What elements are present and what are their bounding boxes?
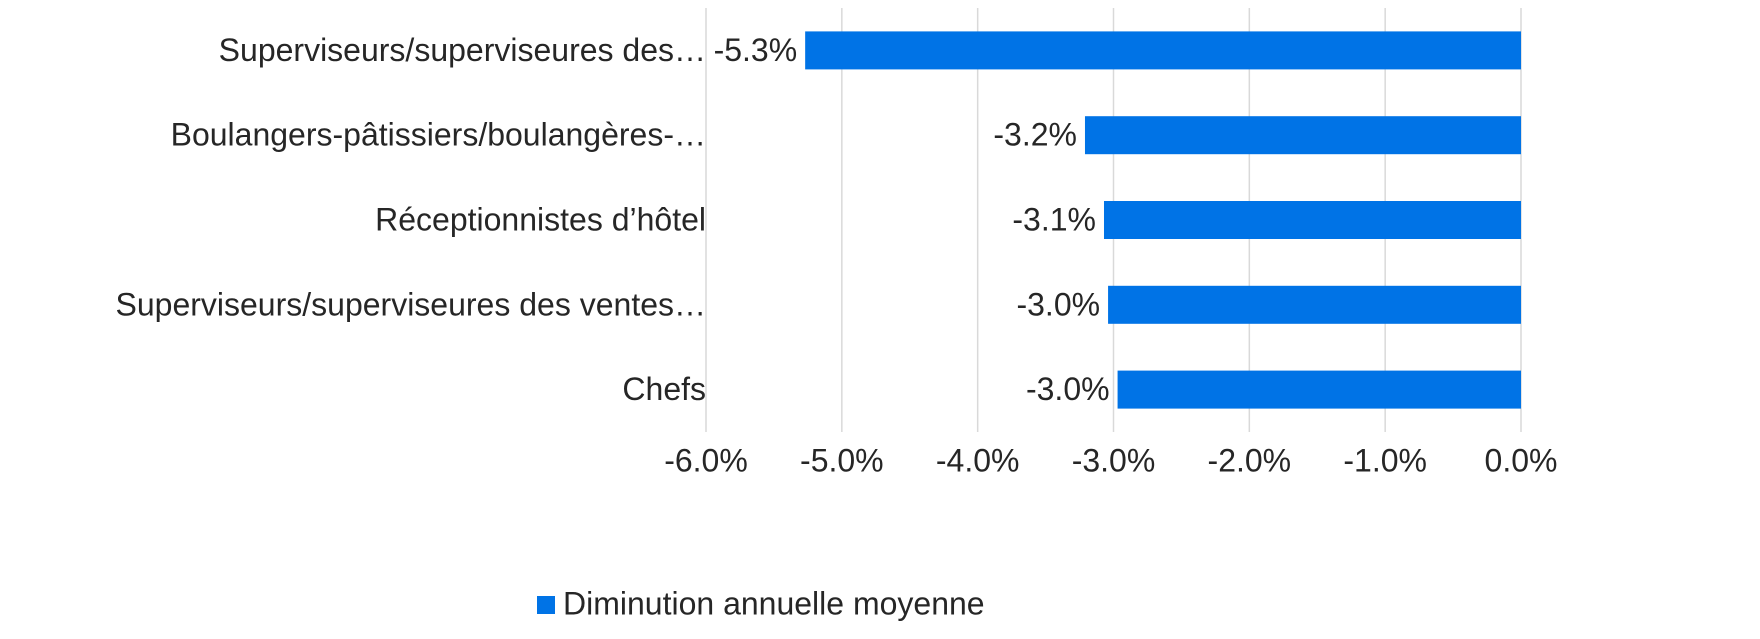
- x-tick-label: -2.0%: [1208, 442, 1292, 478]
- data-label: -3.1%: [1012, 201, 1096, 237]
- data-label: -5.3%: [714, 32, 798, 68]
- x-tick-label: -5.0%: [800, 442, 884, 478]
- data-label: -3.0%: [1016, 286, 1100, 322]
- legend-swatch: [537, 596, 555, 614]
- legend-label: Diminution annuelle moyenne: [563, 585, 985, 621]
- x-tick-label: -3.0%: [1072, 442, 1156, 478]
- bar: [1103, 201, 1521, 239]
- y-tick-label: Superviseurs/superviseures des…: [219, 32, 706, 68]
- y-tick-label: Réceptionnistes d’hôtel: [375, 201, 706, 237]
- bar: [1117, 370, 1521, 409]
- data-label: -3.0%: [1026, 371, 1110, 407]
- x-tick-label: -4.0%: [936, 442, 1020, 478]
- bar: [1084, 116, 1521, 155]
- y-tick-label: Chefs: [622, 371, 706, 407]
- y-tick-label: Boulangers-pâtissiers/boulangères-…: [171, 117, 706, 153]
- x-tick-label: -1.0%: [1343, 442, 1427, 478]
- bar: [1108, 285, 1521, 324]
- x-tick-label: 0.0%: [1485, 442, 1558, 478]
- x-tick-label: -6.0%: [664, 442, 748, 478]
- y-tick-label: Superviseurs/superviseures des ventes…: [116, 286, 707, 322]
- bar: [805, 31, 1521, 70]
- data-label: -3.2%: [993, 117, 1077, 153]
